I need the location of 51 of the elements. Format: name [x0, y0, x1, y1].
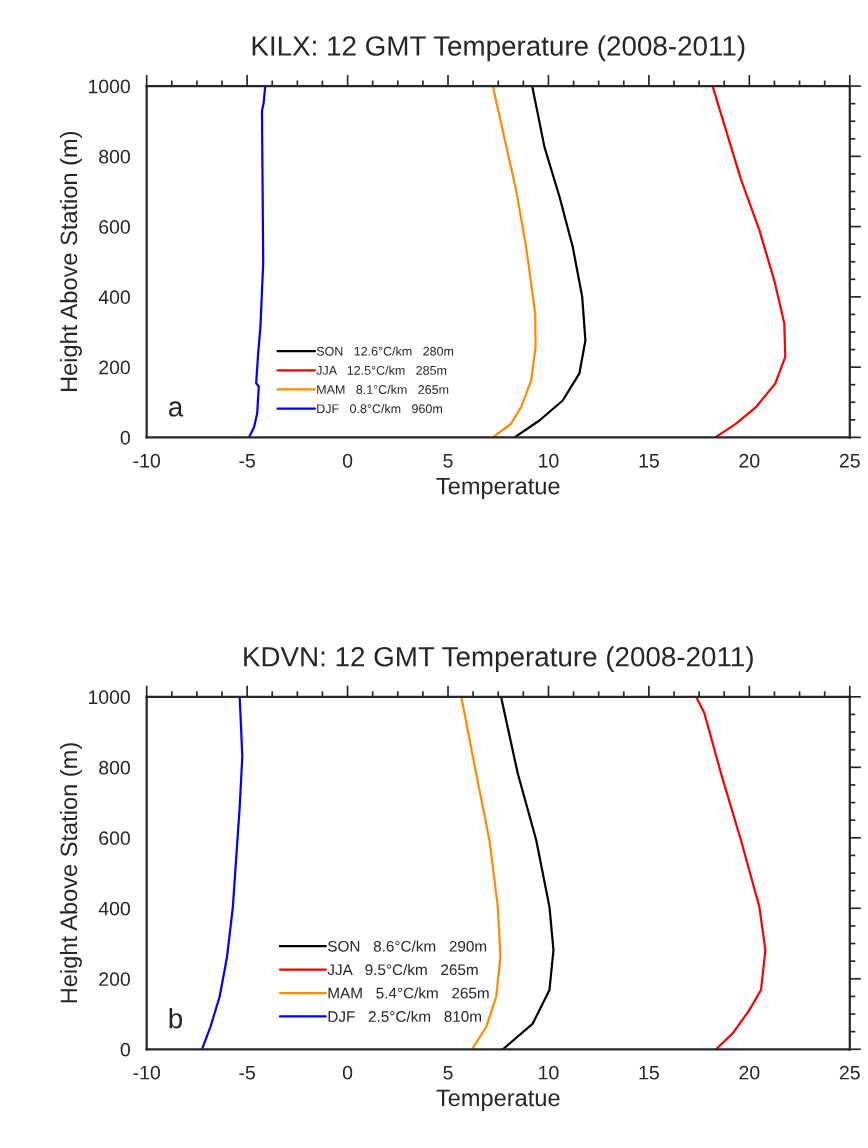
legend-label: JJA 9.5°C/km 265m — [327, 963, 478, 976]
x-tick-label: 5 — [443, 454, 453, 468]
y-tick-label: 400 — [98, 901, 130, 916]
annotation: b — [169, 1008, 183, 1029]
line-series — [513, 86, 587, 438]
line-series — [499, 696, 555, 1050]
legend-label: SON 8.6°C/km 290m — [328, 940, 487, 952]
annotation: a — [168, 401, 184, 417]
y-tick-label: 200 — [99, 360, 130, 375]
legend-label: MAM 8.1°C/km 265m — [317, 384, 449, 394]
line-series — [247, 86, 267, 438]
y-tick-label: 800 — [99, 149, 130, 164]
y-tick-label: 0 — [120, 1042, 130, 1057]
x-tick-label: 25 — [839, 453, 860, 468]
x-tick-label: 0 — [342, 453, 353, 468]
x-tick-label: 15 — [639, 454, 659, 468]
x-tick-label: 5 — [443, 1065, 453, 1080]
y-tick-label: 200 — [99, 972, 130, 987]
y-tick-label: 600 — [99, 220, 130, 234]
y-axis-title: Height Above Station (m) — [59, 131, 82, 392]
x-tick-label: 10 — [539, 1065, 559, 1080]
x-axis-title: Temperatue — [436, 477, 560, 500]
y-tick-label: 800 — [99, 760, 130, 775]
y-tick-label: 1000 — [88, 690, 130, 705]
legend-label: MAM 5.4°C/km 265m — [328, 987, 489, 999]
legend-label: JJA 12.5°C/km 285m — [316, 365, 447, 375]
x-tick-label: -5 — [239, 1065, 255, 1080]
x-tick-label: 15 — [639, 1065, 659, 1080]
x-tick-label: 0 — [342, 1065, 353, 1080]
x-tick-label: -5 — [239, 454, 255, 468]
legend-label: DJF 0.8°C/km 960m — [317, 403, 442, 414]
line-series — [491, 86, 537, 438]
y-tick-label: 1000 — [88, 79, 130, 94]
y-tick-label: 400 — [98, 290, 130, 305]
x-tick-label: 20 — [739, 1065, 760, 1080]
x-axis-title: Temperatue — [436, 1089, 560, 1111]
line-series — [711, 86, 787, 438]
y-tick-label: 600 — [99, 831, 130, 846]
chart-title: KILX: 12 GMT Temperature (2008-2011) — [252, 35, 745, 62]
y-axis-title: Height Above Station (m) — [59, 743, 82, 1003]
legend-label: DJF 2.5°C/km 810m — [328, 1010, 481, 1022]
chart-title: KDVN: 12 GMT Temperature (2008-2011) — [244, 646, 753, 673]
x-tick-label: -10 — [133, 453, 160, 468]
legend-label: SON 12.6°C/km 280m — [316, 346, 454, 356]
line-series — [200, 696, 244, 1050]
x-tick-label: 20 — [739, 453, 760, 468]
y-tick-label: 0 — [120, 430, 130, 445]
x-tick-label: 25 — [839, 1065, 860, 1080]
x-tick-label: -10 — [133, 1065, 160, 1080]
x-tick-label: 10 — [539, 453, 559, 468]
line-series — [694, 696, 767, 1050]
